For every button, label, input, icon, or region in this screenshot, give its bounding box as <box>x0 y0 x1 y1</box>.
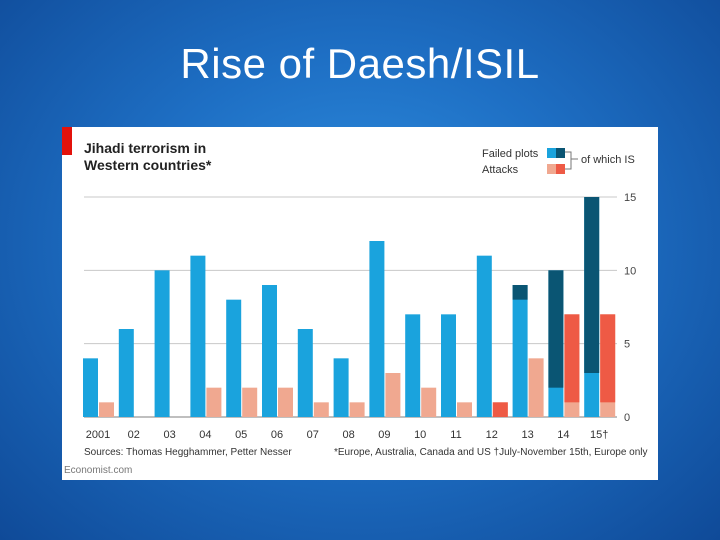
legend-attacks-label: Attacks <box>482 164 519 176</box>
x-tick-label: 07 <box>307 429 319 441</box>
accent-tab <box>62 127 72 155</box>
legend-failed-plots-swatch <box>547 148 556 158</box>
legend-bracket <box>565 151 578 170</box>
x-tick-label: 15† <box>590 429 608 441</box>
bar-attacks <box>206 387 222 417</box>
x-tick-label: 08 <box>342 429 354 441</box>
y-tick-label: 5 <box>624 339 630 351</box>
legend-failed-plots-is-swatch <box>556 148 565 158</box>
x-tick-label: 10 <box>414 429 426 441</box>
bar-failed-plots <box>441 314 456 417</box>
x-tick-label: 04 <box>199 429 211 441</box>
bar-failed-plots <box>83 358 98 417</box>
bar-attacks-is <box>600 314 616 403</box>
x-tick-label: 13 <box>521 429 533 441</box>
bar-failed-plots <box>512 285 528 417</box>
x-tick-label: 2001 <box>86 429 110 441</box>
bar-failed-plots <box>262 285 277 417</box>
slide-title: Rise of Daesh/ISIL <box>180 40 540 87</box>
x-tick-label: 09 <box>378 429 390 441</box>
credit-label: Economist.com <box>64 465 132 476</box>
bar-failed-plots-is <box>584 197 600 373</box>
bar-attacks-is <box>492 402 508 417</box>
x-tick-label: 14 <box>557 429 569 441</box>
bar-attacks <box>528 358 544 417</box>
bar-attacks <box>385 373 401 417</box>
bar-failed-plots <box>369 241 385 417</box>
bar-attacks <box>99 402 114 417</box>
bar-attacks <box>421 387 437 417</box>
legend-of-which-is-label: of which IS <box>581 154 635 166</box>
bar-attacks <box>242 387 258 417</box>
x-tick-label: 11 <box>450 429 461 441</box>
bar-failed-plots <box>297 329 313 417</box>
bar-attacks <box>278 387 293 417</box>
bar-attacks <box>349 402 365 417</box>
bar-attacks <box>457 402 472 417</box>
x-tick-label: 12 <box>486 429 498 441</box>
bar-failed-plots <box>476 255 492 417</box>
x-tick-label: 02 <box>128 429 140 441</box>
chart-title-line: Western countries* <box>84 157 212 173</box>
bar-failed-plots-is <box>512 285 528 300</box>
bar-failed-plots <box>405 314 421 417</box>
chart-card: Jihadi terrorism in Western countries* 0 5 1… <box>62 127 658 480</box>
bar-attacks <box>313 402 329 417</box>
bar-attacks-is <box>564 314 580 403</box>
legend-failed-plots-label: Failed plots <box>482 148 539 160</box>
bar-failed-plots <box>190 255 206 417</box>
bar-failed-plots <box>226 299 242 417</box>
bar-failed-plots <box>333 358 349 417</box>
bar-failed-plots <box>154 270 170 417</box>
chart-title-line: Jihadi terrorism in <box>84 140 206 156</box>
x-tick-label: 05 <box>235 429 247 441</box>
y-tick-label: 0 <box>624 412 630 424</box>
legend-attacks-swatch <box>547 164 556 174</box>
x-tick-label: 03 <box>163 429 175 441</box>
bar-failed-plots <box>118 329 134 417</box>
y-tick-label: 15 <box>624 192 636 204</box>
y-tick-label: 10 <box>624 265 636 277</box>
source-note: Sources: Thomas Hegghammer, Petter Nesse… <box>84 447 292 458</box>
footnote: *Europe, Australia, Canada and US †July-… <box>334 447 648 458</box>
bar-failed-plots-is <box>548 270 564 388</box>
legend-attacks-is-swatch <box>556 164 565 174</box>
x-tick-label: 06 <box>271 429 283 441</box>
